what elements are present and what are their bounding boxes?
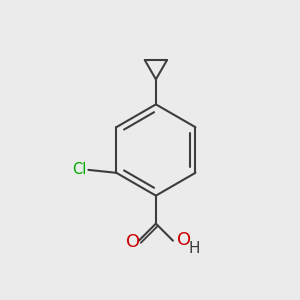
Text: O: O bbox=[177, 231, 191, 249]
Text: Cl: Cl bbox=[73, 162, 87, 177]
Text: O: O bbox=[127, 232, 141, 250]
Text: H: H bbox=[188, 242, 200, 256]
